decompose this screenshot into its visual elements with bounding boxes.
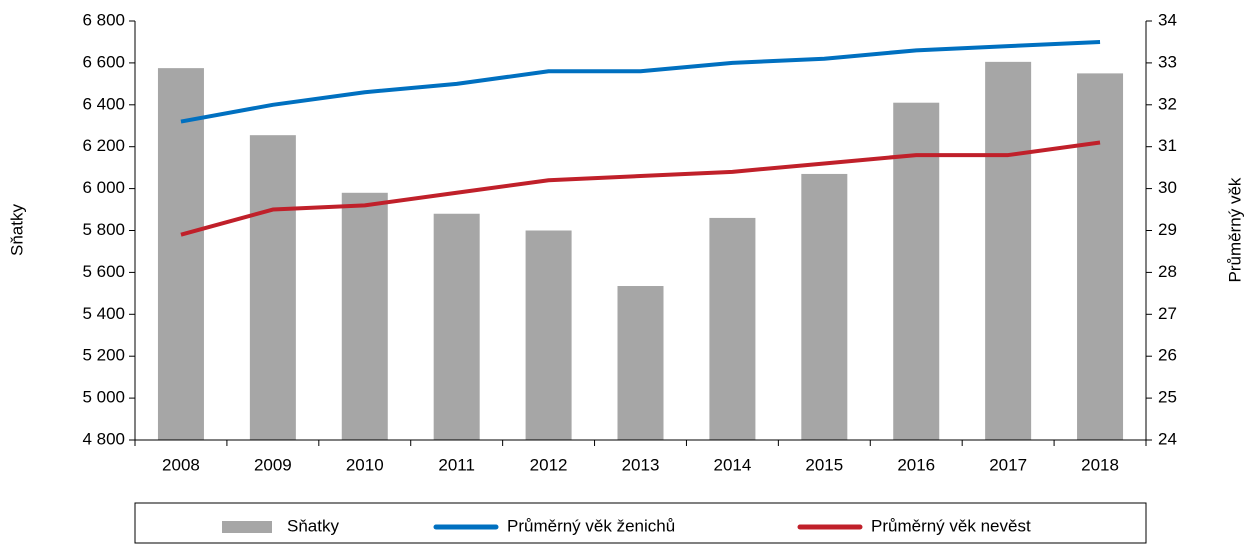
- bar: [341, 192, 388, 440]
- bar: [709, 217, 756, 440]
- y2-tick-label: 25: [1158, 388, 1177, 407]
- y2-tick-label: 28: [1158, 262, 1177, 281]
- bar: [617, 286, 664, 440]
- x-tick-label: 2015: [805, 455, 843, 474]
- x-tick-label: 2013: [622, 455, 660, 474]
- y2-tick-label: 33: [1158, 52, 1177, 71]
- x-tick-label: 2011: [438, 455, 475, 474]
- y2-axis-title: Průměrný věk: [1225, 177, 1244, 282]
- line: [180, 140, 1101, 237]
- x-tick-label: 2016: [897, 455, 935, 474]
- legend-label: Průměrný věk nevěst: [871, 516, 1031, 535]
- y-tick-label: 4 800: [82, 429, 125, 448]
- bar: [157, 68, 204, 440]
- x-tick-label: 2009: [254, 455, 292, 474]
- line: [180, 39, 1101, 124]
- legend-label: Sňatky: [287, 516, 339, 535]
- y2-tick-label: 32: [1158, 94, 1177, 113]
- y2-tick-label: 34: [1158, 10, 1177, 29]
- bar: [893, 102, 940, 440]
- x-tick-label: 2012: [530, 455, 568, 474]
- y-tick-label: 6 600: [82, 52, 125, 71]
- y2-tick-label: 30: [1158, 178, 1177, 197]
- legend-swatch: [222, 521, 272, 533]
- y-axis-title: Sňatky: [7, 204, 26, 256]
- y-tick-label: 6 000: [82, 178, 125, 197]
- bar: [249, 135, 296, 441]
- y-tick-label: 6 400: [82, 94, 125, 113]
- y2-tick-label: 24: [1158, 429, 1177, 448]
- y-tick-label: 6 800: [82, 10, 125, 29]
- x-tick-label: 2014: [713, 455, 751, 474]
- y-tick-label: 5 600: [82, 262, 125, 281]
- bar: [525, 230, 572, 440]
- bar: [801, 173, 848, 440]
- legend-box: [134, 502, 1147, 544]
- x-tick-label: 2008: [162, 455, 200, 474]
- legend-label: Průměrný věk ženichů: [507, 516, 675, 535]
- bar: [985, 61, 1032, 440]
- y-tick-label: 6 200: [82, 136, 125, 155]
- y-tick-label: 5 200: [82, 346, 125, 365]
- bar: [1077, 73, 1124, 440]
- y-tick-label: 5 000: [82, 388, 125, 407]
- y-tick-label: 5 400: [82, 304, 125, 323]
- y2-tick-label: 26: [1158, 346, 1177, 365]
- bar: [433, 213, 480, 440]
- x-tick-label: 2010: [346, 455, 384, 474]
- x-tick-label: 2017: [989, 455, 1027, 474]
- y2-tick-label: 27: [1158, 304, 1177, 323]
- y2-tick-label: 29: [1158, 220, 1177, 239]
- y-tick-label: 5 800: [82, 220, 125, 239]
- y2-tick-label: 31: [1158, 136, 1177, 155]
- x-tick-label: 2018: [1081, 455, 1119, 474]
